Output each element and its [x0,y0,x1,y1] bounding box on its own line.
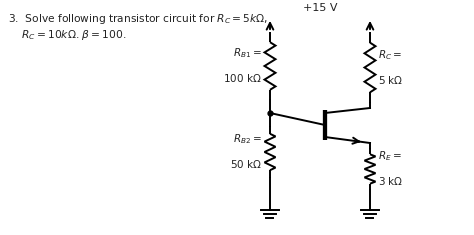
Text: $R_E =$: $R_E =$ [378,149,401,163]
Text: 5 k$\Omega$: 5 k$\Omega$ [378,74,403,86]
Text: 100 k$\Omega$: 100 k$\Omega$ [223,72,262,84]
Text: $R_{B2} =$: $R_{B2} =$ [233,132,262,146]
Text: 3 k$\Omega$: 3 k$\Omega$ [378,175,403,187]
Text: $R_C = 10k\Omega$. $\beta = 100$.: $R_C = 10k\Omega$. $\beta = 100$. [8,28,127,42]
Text: $R_C =$: $R_C =$ [378,48,402,62]
Text: +15 V: +15 V [303,3,337,13]
Text: 50 k$\Omega$: 50 k$\Omega$ [230,158,262,170]
Text: 3.  Solve following transistor circuit for $R_C = 5k\Omega$,: 3. Solve following transistor circuit fo… [8,12,268,26]
Text: $R_{B1} =$: $R_{B1} =$ [233,46,262,60]
